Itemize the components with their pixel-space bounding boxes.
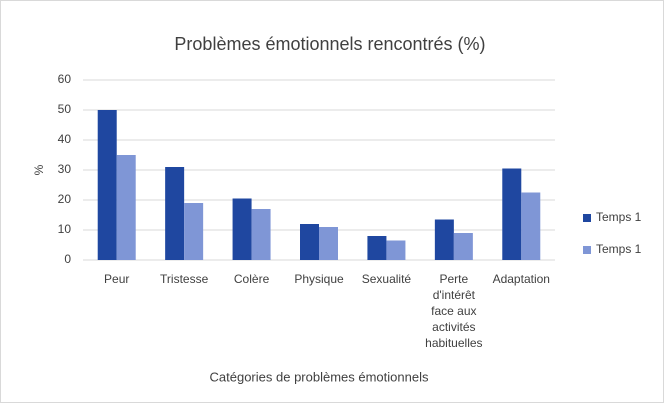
- x-tick-label: Sexualité: [362, 272, 412, 286]
- x-tick-label: Physique: [294, 272, 344, 286]
- bar: [502, 168, 522, 260]
- y-tick-label: 60: [58, 72, 72, 86]
- bar: [184, 203, 204, 260]
- y-tick-label: 0: [64, 252, 71, 266]
- x-tick-label: Perte d'intérêt face aux activités habituell…: [425, 272, 482, 350]
- x-axis-label: Catégories de problèmes émotionnels: [210, 369, 429, 384]
- legend-swatch: [583, 246, 591, 254]
- bar: [232, 198, 252, 260]
- y-tick-label: 10: [58, 222, 72, 236]
- y-tick-label: 30: [58, 162, 72, 176]
- x-tick-label: Adaptation: [493, 272, 550, 286]
- y-axis-label: %: [32, 164, 46, 175]
- bar: [434, 219, 454, 260]
- legend-swatch: [583, 214, 591, 222]
- bar: [97, 110, 117, 260]
- bar: [251, 209, 271, 260]
- y-tick-label: 20: [58, 192, 72, 206]
- bar: [367, 236, 387, 260]
- x-tick-label: Colère: [234, 272, 270, 286]
- legend-label: Temps 1: [596, 242, 642, 256]
- bar: [386, 240, 406, 260]
- bar: [453, 233, 473, 260]
- x-tick-label: Peur: [104, 272, 129, 286]
- chart-title: Problèmes émotionnels rencontrés (%): [174, 34, 485, 54]
- bar: [116, 155, 136, 260]
- legend-label: Temps 1: [596, 210, 642, 224]
- bar: [165, 167, 185, 260]
- y-tick-label: 40: [58, 132, 72, 146]
- bar: [521, 192, 541, 260]
- y-tick-label: 50: [58, 102, 72, 116]
- bar: [319, 227, 338, 260]
- bar: [300, 224, 319, 260]
- x-tick-label: Tristesse: [160, 272, 209, 286]
